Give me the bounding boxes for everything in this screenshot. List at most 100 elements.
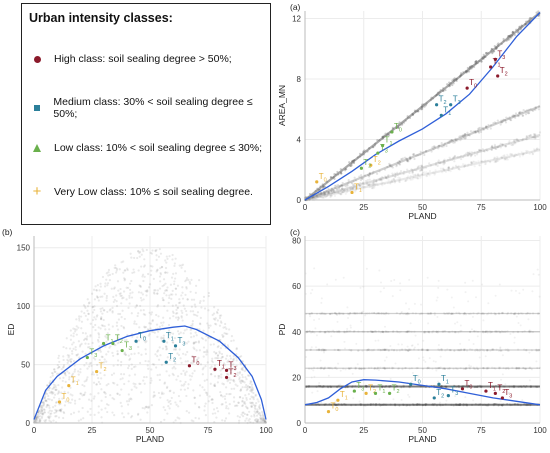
cloud-point bbox=[367, 183, 371, 187]
cloud-point bbox=[213, 384, 216, 388]
cloud-point bbox=[315, 194, 319, 197]
cloud-point bbox=[499, 121, 503, 124]
cloud-point bbox=[513, 312, 516, 315]
cloud-point bbox=[414, 174, 417, 177]
cloud-point bbox=[168, 317, 172, 320]
cloud-point bbox=[70, 334, 73, 337]
cloud-point bbox=[396, 161, 399, 164]
cloud-point bbox=[398, 172, 402, 175]
cloud-point bbox=[347, 178, 350, 182]
cloud-point bbox=[512, 114, 515, 117]
cloud-point bbox=[99, 382, 102, 386]
cloud-point bbox=[236, 371, 239, 374]
cloud-point bbox=[182, 352, 185, 355]
cloud-point bbox=[450, 139, 453, 142]
cloud-point bbox=[537, 273, 540, 276]
cloud-point bbox=[416, 165, 419, 168]
cloud-point bbox=[441, 171, 444, 174]
cloud-point bbox=[394, 175, 397, 178]
cloud-point bbox=[374, 183, 377, 186]
x-tick-label: 25 bbox=[359, 203, 368, 212]
point-label-sub: 0 bbox=[324, 177, 327, 183]
cloud-point bbox=[145, 294, 148, 297]
cloud-point bbox=[206, 322, 209, 325]
cloud-point bbox=[401, 368, 404, 371]
cloud-point bbox=[67, 359, 70, 363]
cloud-point bbox=[199, 300, 202, 303]
cloud-point bbox=[416, 343, 419, 346]
cloud-point bbox=[416, 173, 420, 176]
cloud-point bbox=[116, 392, 119, 396]
cloud-point bbox=[515, 153, 518, 156]
cloud-point bbox=[158, 275, 162, 278]
cloud-point bbox=[156, 335, 159, 339]
cloud-point bbox=[168, 255, 171, 258]
cloud-point bbox=[341, 187, 344, 190]
point-mark bbox=[369, 163, 373, 167]
cloud-point bbox=[73, 368, 77, 371]
cloud-point bbox=[92, 397, 96, 400]
cloud-point bbox=[117, 289, 120, 292]
cloud-point bbox=[342, 276, 345, 279]
cloud-point bbox=[185, 342, 189, 345]
cloud-point bbox=[176, 318, 180, 321]
cloud-point bbox=[501, 119, 505, 122]
cloud-point bbox=[363, 186, 366, 189]
cloud-point bbox=[181, 263, 185, 266]
cloud-point bbox=[456, 139, 459, 142]
cloud-point bbox=[527, 112, 530, 115]
cloud-point bbox=[218, 324, 222, 327]
cloud-point bbox=[480, 160, 484, 163]
cloud-point bbox=[176, 375, 180, 378]
cloud-point bbox=[345, 185, 348, 188]
cloud-point bbox=[47, 394, 50, 398]
cloud-point bbox=[189, 378, 192, 381]
cloud-point bbox=[122, 373, 126, 376]
cloud-point bbox=[198, 384, 202, 387]
cloud-point bbox=[441, 167, 445, 170]
cloud-point bbox=[58, 403, 61, 406]
cloud-point bbox=[327, 191, 330, 194]
cloud-point bbox=[79, 418, 83, 421]
point-label: T1 bbox=[385, 136, 393, 148]
legend-item-medium: Medium class: 30% < soil sealing degree … bbox=[30, 96, 270, 120]
cloud-point bbox=[322, 192, 325, 195]
cloud-point bbox=[338, 192, 342, 196]
cloud-point bbox=[176, 330, 180, 333]
cloud-point bbox=[533, 108, 536, 111]
cloud-point bbox=[513, 341, 516, 344]
cloud-point bbox=[122, 325, 125, 329]
cloud-point bbox=[474, 131, 477, 134]
cloud-point bbox=[158, 378, 161, 382]
cloud-point bbox=[202, 355, 205, 358]
cloud-point bbox=[368, 172, 372, 175]
cloud-point bbox=[505, 116, 508, 119]
cloud-point bbox=[168, 407, 171, 410]
cloud-point bbox=[155, 366, 158, 369]
cloud-point bbox=[194, 305, 197, 308]
cloud-point bbox=[326, 191, 329, 194]
cloud-point bbox=[244, 376, 247, 379]
cloud-point bbox=[81, 394, 84, 397]
y-tick-label: 50 bbox=[21, 361, 30, 370]
cloud-point bbox=[484, 125, 488, 128]
cloud-point bbox=[127, 364, 131, 367]
cloud-point bbox=[524, 109, 527, 113]
cloud-point bbox=[452, 157, 456, 160]
cloud-point bbox=[82, 304, 86, 307]
cloud-point bbox=[470, 154, 473, 157]
cloud-point bbox=[515, 403, 518, 406]
cloud-point bbox=[178, 348, 181, 351]
cloud-point bbox=[153, 292, 156, 295]
data-cloud bbox=[33, 248, 267, 425]
cloud-point bbox=[442, 145, 445, 148]
cloud-point bbox=[95, 383, 98, 386]
cloud-point bbox=[423, 153, 426, 157]
cloud-point bbox=[47, 397, 50, 401]
dot-icon bbox=[30, 52, 44, 66]
cloud-point bbox=[81, 331, 85, 335]
x-tick-label: 100 bbox=[533, 426, 547, 435]
cloud-point bbox=[425, 171, 428, 174]
cloud-point bbox=[440, 145, 444, 148]
cloud-point bbox=[434, 146, 437, 149]
